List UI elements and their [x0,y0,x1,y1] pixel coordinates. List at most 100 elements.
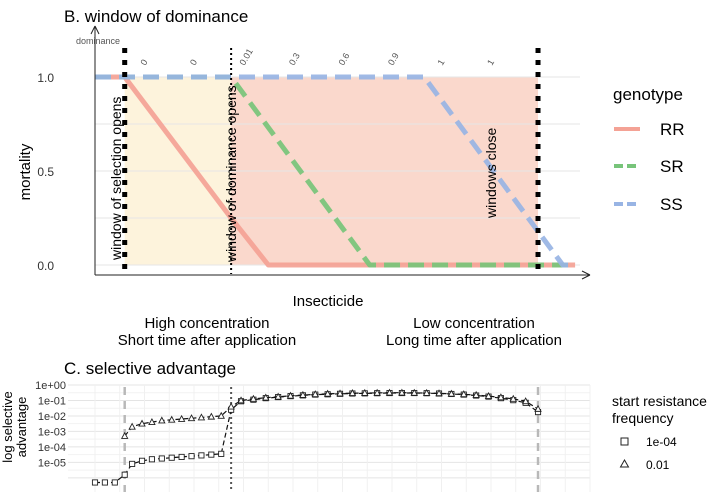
data-point-triangle [435,389,443,397]
legend-key-triangle-marker [619,458,630,468]
panel-c-y-label-line1: log selective [0,391,15,463]
data-point-triangle [237,396,245,404]
data-point-triangle [197,413,206,421]
data-point-triangle [497,393,505,401]
data-point-square [168,454,175,461]
dominance-value: 1 [485,58,496,67]
y-tick-label: 1e-05 [38,457,66,469]
y-tick-label: 1.0 [37,71,54,85]
panel-b-x-annotations: High concentration Short time after appl… [118,315,562,349]
data-point-triangle [262,393,270,401]
dominance-value: 0.01 [237,47,254,67]
dominance-value: 1 [435,58,446,67]
data-point-triangle [323,389,332,397]
series-line-ss [95,74,576,268]
data-point-triangle [398,388,406,396]
data-point-triangle [217,411,225,419]
x-annotation: Low concentration [413,315,535,332]
data-point-triangle [177,414,186,422]
data-point-square [208,451,215,458]
panel-b-window-labels: window of selection opens window of domi… [108,85,499,263]
data-point-triangle [348,389,357,397]
panel-b-y-tick-labels: 1.0 0.5 0.0 [37,71,54,273]
data-point-triangle [286,391,295,399]
panel-b-title: B. window of dominance [64,7,248,26]
legend-label-0-01: 0.01 [646,458,670,472]
data-point-triangle [311,390,320,398]
data-point-square [121,471,128,478]
data-point-triangle [410,388,419,396]
data-point-square [91,479,99,486]
dominance-value: 0.9 [386,51,401,67]
data-point-triangle [472,390,480,398]
panel-b-x-label: Insecticide [293,293,364,310]
data-point-square [111,479,118,486]
data-point-square [158,455,165,462]
panel-b-window-lines [122,48,541,274]
data-point-triangle [299,390,307,398]
panel-b-y-label: mortality [17,143,34,200]
genotype-legend: genotype RR SR SS [613,85,685,214]
panel-b-dominance-values: 0 0 0.01 0.3 0.6 0.9 1 1 [138,47,496,67]
y-tick-label: 1e-04 [38,442,66,454]
y-tick-label: 1e+00 [35,380,66,392]
data-point-square [178,453,185,460]
y-tick-label: 1e-02 [38,411,66,423]
data-point-triangle [249,394,258,402]
y-axis-arrow-head [90,25,100,35]
data-point-square [198,452,205,459]
data-point-triangle [128,422,136,430]
data-point-square [148,456,155,463]
x-axis-arrow-head [581,270,591,280]
data-point-triangle [460,390,468,398]
data-point-triangle [385,388,394,396]
y-tick-label: 1e-03 [38,426,66,438]
frequency-legend-title: start resistance [612,393,707,409]
y-tick-label: 0.0 [37,259,54,273]
data-point-triangle [373,388,381,396]
window-label: window of selection opens [108,97,124,261]
data-point-triangle [509,394,518,402]
legend-label-sr: SR [660,157,684,176]
panel-c-y-tick-labels: 1e+00 1e-01 1e-02 1e-03 1e-04 1e-05 [35,380,66,469]
data-point-triangle [422,388,431,396]
dominance-value: 0 [138,58,149,67]
data-point-triangle [227,402,235,410]
x-annotation: Long time after application [386,332,562,349]
window-label: windows close [483,128,499,219]
data-point-triangle [534,404,542,412]
dominance-value: 0.3 [287,51,302,67]
data-point-triangle [521,397,530,405]
data-point-triangle [158,416,166,424]
genotype-legend-title: genotype [613,85,683,104]
dominance-value: 0 [188,58,199,67]
data-point-triangle [120,431,129,439]
legend-key-square-marker [620,437,629,446]
dominance-value: 0.6 [337,51,352,67]
data-point-square [218,450,225,457]
data-point-triangle [484,391,493,399]
data-point-triangle [274,392,282,400]
data-point-triangle [138,419,146,427]
series-line-1e-04 [95,392,539,484]
data-point-triangle [167,415,176,423]
panel-b-axes [90,25,591,280]
window-label: window of dominance opens [223,85,239,263]
panel-c-title: C. selective advantage [64,359,236,378]
data-point-square [138,457,146,464]
data-point-triangle [148,417,156,425]
data-point-triangle [336,389,344,397]
series-line-sr [95,74,576,268]
data-point-triangle [361,388,369,396]
panel-c-series [91,388,542,486]
panel-c-grid [68,384,591,492]
panel-c-y-label-line2: advantage [14,397,29,458]
series-line-0.01 [124,392,539,437]
frequency-legend: start resistance frequency 1e-04 0.01 [612,393,707,472]
x-annotation: High concentration [144,315,269,332]
y-tick-label: 1e-01 [38,395,66,407]
data-point-square [129,460,136,467]
legend-label-ss: SS [660,195,683,214]
data-point-square [188,453,195,460]
